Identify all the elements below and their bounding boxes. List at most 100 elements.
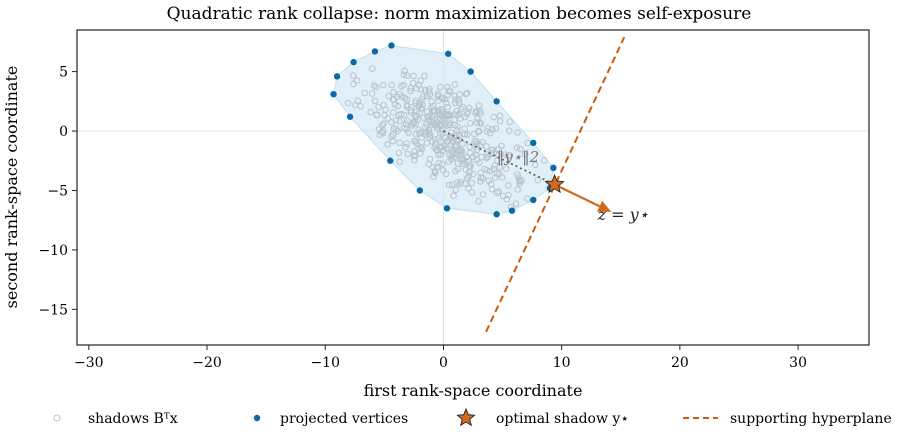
y-tick-label: 5	[59, 65, 68, 81]
shadow-point	[456, 99, 463, 107]
shadow-point	[476, 141, 484, 149]
shadow-point	[431, 169, 439, 177]
shadow-point	[434, 151, 442, 158]
projected-vertex	[330, 90, 337, 98]
shadow-point	[381, 111, 388, 119]
shadow-point	[445, 181, 453, 189]
shadow-point	[425, 160, 433, 168]
shadow-point	[499, 192, 507, 200]
shadow-point	[452, 186, 460, 194]
shadow-point	[395, 149, 403, 157]
shadow-point	[413, 85, 421, 92]
shadow-point	[412, 114, 420, 121]
shadow-point	[481, 165, 488, 173]
shadow-point	[405, 129, 412, 136]
shadow-point	[410, 72, 417, 80]
projected-vertex	[444, 50, 452, 57]
projected-vertex	[371, 48, 379, 55]
shadow-point	[415, 126, 422, 133]
shadow-point	[371, 97, 379, 105]
shadow-point	[425, 130, 433, 137]
shadow-point	[420, 114, 428, 121]
shadow-point	[491, 174, 499, 181]
chart-title: Quadratic rank collapse: norm maximizati…	[167, 4, 752, 24]
shadow-point	[483, 143, 490, 150]
direction-arrow-shaft	[554, 183, 601, 208]
shadow-point	[367, 108, 374, 116]
shadow-point	[512, 200, 520, 208]
shadow-point	[516, 180, 524, 187]
shadow-point	[437, 151, 445, 158]
shadow-point	[490, 113, 498, 121]
shadow-point	[490, 165, 498, 173]
projected-vertex	[387, 157, 394, 164]
shadow-point	[372, 83, 380, 91]
plot-frame	[76, 29, 870, 346]
y-tick-label: −15	[38, 302, 68, 318]
shadow-cloud	[344, 65, 548, 211]
shadow-point	[444, 111, 451, 118]
shadow-point	[426, 112, 433, 120]
shadow-point	[458, 148, 466, 155]
shadow-point	[456, 132, 463, 140]
shadow-point	[514, 186, 522, 193]
shadow-point	[506, 127, 513, 135]
shadow-point	[463, 110, 471, 118]
projected-vertex	[346, 113, 354, 120]
x-tick-label: −20	[192, 355, 222, 371]
shadow-point	[390, 89, 397, 96]
shadow-point	[486, 167, 494, 175]
shadow-point	[403, 140, 411, 147]
shadow-point	[479, 175, 487, 182]
shadow-point	[487, 180, 495, 188]
shadow-point	[448, 137, 456, 145]
shadow-point	[375, 103, 382, 111]
shadow-point	[400, 81, 408, 89]
legend-marker-shadows	[53, 414, 61, 422]
y-axis: −15 −10 −5 0 5	[38, 65, 77, 318]
shadow-point	[409, 79, 417, 87]
shadow-point	[445, 145, 453, 153]
projected-vertex	[493, 98, 500, 105]
shadow-point	[452, 96, 459, 103]
shadow-point	[395, 111, 403, 119]
shadow-point	[496, 163, 503, 171]
legend-marker-optimum	[456, 407, 476, 427]
shadow-point	[502, 151, 509, 158]
shadow-point	[407, 84, 415, 92]
shadow-point	[467, 120, 474, 127]
projected-vertex	[530, 196, 537, 204]
shadow-point	[521, 150, 529, 158]
shadow-point	[495, 188, 502, 195]
shadow-point	[407, 103, 415, 111]
shadow-point	[396, 158, 404, 166]
shadow-point	[389, 96, 397, 103]
shadow-point	[477, 120, 485, 128]
norm-annotation: ‖y⋆‖2	[497, 148, 539, 166]
shadow-point	[476, 119, 484, 126]
shadow-point	[447, 129, 455, 136]
shadow-point	[407, 87, 414, 95]
shadow-point	[442, 170, 450, 178]
direction-annotation: z = y⋆	[597, 205, 649, 224]
shadow-point	[457, 178, 465, 186]
x-tick-label: 10	[553, 355, 571, 371]
x-axis-label: first rank-space coordinate	[364, 381, 583, 400]
shadow-point	[434, 92, 442, 99]
shadow-point	[361, 89, 368, 97]
shadow-point	[350, 80, 357, 88]
legend: shadows Bᵀx projected vertices optimal s…	[53, 407, 892, 427]
shadow-point	[513, 144, 521, 151]
shadow-point	[415, 102, 423, 110]
shadow-point	[514, 129, 521, 136]
shadow-point	[439, 117, 447, 124]
projected-vertex	[467, 68, 474, 75]
shadow-point	[418, 145, 426, 153]
shadow-point	[455, 147, 462, 155]
shadow-point	[379, 129, 387, 137]
shadow-point	[403, 125, 411, 133]
shadow-point	[434, 163, 441, 171]
shadow-point	[422, 128, 430, 136]
shadow-point	[477, 169, 484, 177]
shadow-point	[531, 161, 539, 169]
